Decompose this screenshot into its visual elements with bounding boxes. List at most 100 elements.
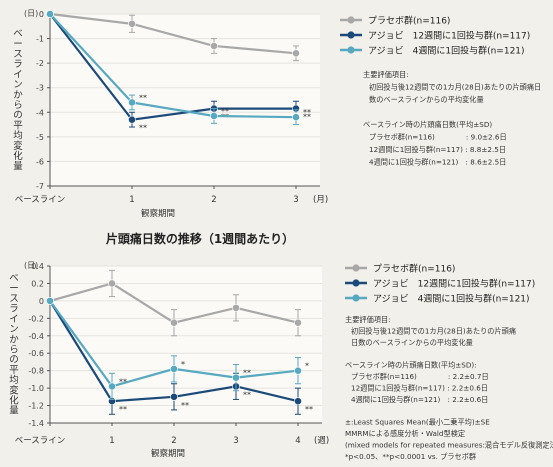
notes: 主要評価項目: 初回投与後12週間での1カ月(28日)あたりの片頭痛日数のベースラ… xyxy=(345,315,553,461)
data-point xyxy=(292,113,300,122)
y-tick-label: -1.0 xyxy=(28,384,44,393)
note-line: *p<0.05、**p<0.0001 vs. プラセボ群 xyxy=(345,452,476,461)
data-point xyxy=(232,373,240,382)
data-point xyxy=(46,296,54,305)
legend-label: アジョビ 12週間に1回投与群(n=117) xyxy=(373,278,535,290)
significance-label: ** xyxy=(139,93,147,102)
y-tick-label: -5 xyxy=(36,133,44,142)
note-line: 主要評価項目: xyxy=(345,315,391,324)
data-point xyxy=(292,49,300,58)
series-line xyxy=(49,12,297,55)
y-tick-label: 0.2 xyxy=(31,279,44,288)
legend-label: アジョビ 4週間に1回投与群(n=121) xyxy=(373,293,530,305)
series-2: ** ****** xyxy=(46,296,313,415)
series-line xyxy=(49,13,296,121)
significance-label: ** xyxy=(139,124,147,133)
significance-label: * xyxy=(181,360,185,369)
plot-area xyxy=(50,14,320,186)
y-tick-label: -0.8 xyxy=(28,367,44,376)
note-line: ベースライン時の片頭痛日数(平均±SD) xyxy=(363,120,492,129)
note-line: 12週間に1回投与群(n=117) : 8.8±2.5日 xyxy=(369,145,506,154)
y-tick-label: -1 xyxy=(36,35,44,44)
note-line: (mixed models for repeated measures:混合モデ… xyxy=(345,440,553,449)
significance-label: ** xyxy=(119,405,127,414)
note-line: 12週間に1回投与群(n=117) : 2.2±0.6日 xyxy=(351,383,488,392)
data-point xyxy=(170,392,178,401)
note-line: 4週間に1回投与群(n=121) : 8.6±2.5日 xyxy=(369,158,506,167)
data-point xyxy=(128,115,136,124)
y-tick-label: -2 xyxy=(36,59,44,68)
data-point xyxy=(128,19,136,28)
y-tick-label: 0 xyxy=(39,297,44,306)
data-point xyxy=(128,98,136,107)
legend-label: アジョビ 12週間に1回投与群(n=117) xyxy=(368,30,530,42)
data-point xyxy=(294,366,302,375)
legend-label: プラセボ群(n=116) xyxy=(368,15,450,27)
significance-label: ** xyxy=(305,405,313,414)
x-tick-label: ベースライン xyxy=(15,436,66,446)
legend: プラセボ群(n=116) アジョビ 12週間に1回投与群(n=117) アジョビ 4… xyxy=(340,15,530,57)
data-point xyxy=(294,318,302,327)
x-tick-label: 2 xyxy=(171,436,176,446)
series-3: ****** xyxy=(46,10,311,126)
x-tick-label: 1 xyxy=(109,436,114,446)
note-line: 日数のベースラインからの平均変化量 xyxy=(351,338,473,347)
data-point xyxy=(108,382,116,391)
x-unit-label: (週) xyxy=(314,436,329,446)
series-3: ****** xyxy=(46,296,309,400)
notes: 主要評価項目: 初回投与後12週間での1カ月(28日)あたりの片頭痛日数のベースラ… xyxy=(363,70,541,167)
x-tick-label: 3 xyxy=(293,195,298,205)
significance-label: * xyxy=(305,362,309,371)
note-line: MMRMによる感度分析・Wald型検定 xyxy=(345,429,465,438)
data-point xyxy=(46,10,54,18)
significance-label: ** xyxy=(181,401,189,410)
note-line: 主要評価項目: xyxy=(363,70,409,79)
y-tick-label: 0 xyxy=(39,10,44,19)
data-point xyxy=(170,365,178,373)
legend-label: アジョビ 4週間に1回投与群(n=121) xyxy=(368,45,525,57)
data-point xyxy=(232,303,240,312)
x-axis-label: 観察期間 xyxy=(141,208,175,219)
y-tick-label: -1.4 xyxy=(28,419,44,428)
significance-label: ** xyxy=(119,377,127,386)
legend-marker xyxy=(352,279,360,287)
legend-marker xyxy=(352,294,360,302)
x-tick-label: 2 xyxy=(211,195,216,205)
data-point xyxy=(108,279,116,288)
y-tick-label: -0.2 xyxy=(28,314,44,323)
note-line: 初回投与後12週間での1カ月(28日)あたりの片頭痛日 xyxy=(369,83,541,92)
note-line: 数のベースラインからの平均変化量 xyxy=(369,95,484,104)
legend-marker xyxy=(347,31,355,39)
y-tick-label: -1.2 xyxy=(28,402,44,411)
note-line: プラセボ群(n=116) : 2.2±0.7日 xyxy=(351,372,489,381)
chart-2: 0.4 0.2 0 -0.2 -0.4 -0.6 -0.8 -1.0 -1.2 -1.4 (日) ベー… xyxy=(9,231,553,461)
x-unit-label: (月) xyxy=(313,195,328,205)
series-line xyxy=(49,13,297,119)
data-point xyxy=(210,112,218,120)
y-unit-label: (日) xyxy=(24,9,38,18)
y-tick-label: -0.4 xyxy=(28,332,44,341)
y-unit-label: (日) xyxy=(24,261,38,270)
legend-label: プラセボ群(n=116) xyxy=(373,263,455,275)
y-tick-label: -6 xyxy=(36,157,44,166)
note-line: ベースライン時の片頭痛日数(平均±SD): xyxy=(345,361,477,370)
data-point xyxy=(294,397,302,406)
legend-marker xyxy=(352,264,360,272)
x-tick-label: 1 xyxy=(129,195,134,205)
data-point xyxy=(210,42,218,50)
legend-marker xyxy=(347,46,355,54)
note-line: 4週間に1回投与群(n=121) : 2.2±0.6日 xyxy=(351,395,488,404)
y-tick-label: -4 xyxy=(36,108,44,117)
y-axis-label: ベースラインからの平均変化量 xyxy=(9,273,19,417)
significance-label: ** xyxy=(221,107,229,116)
x-axis-label: 観察期間 xyxy=(151,448,185,459)
x-tick-label: 4 xyxy=(295,436,300,446)
series-2: ** ** ** xyxy=(46,10,311,133)
legend: プラセボ群(n=116) アジョビ 12週間に1回投与群(n=117) アジョビ 4… xyxy=(345,263,535,305)
significance-label: ** xyxy=(243,390,251,399)
y-tick-label: -0.6 xyxy=(28,349,44,358)
note-line: プラセボ群(n=116) : 9.0±2.6日 xyxy=(369,133,507,142)
note-line: 初回投与後12週間での1カ月(28日)あたりの片頭痛 xyxy=(351,326,516,335)
y-axis-label: ベースラインからの平均変化量 xyxy=(13,29,23,173)
